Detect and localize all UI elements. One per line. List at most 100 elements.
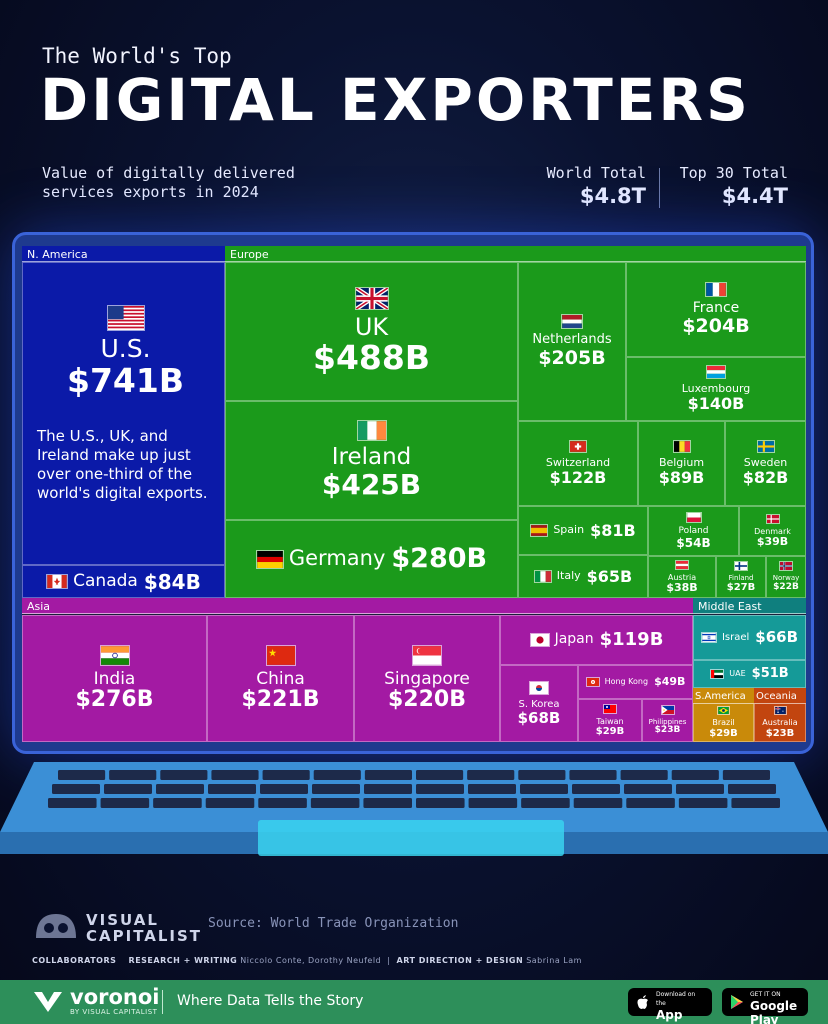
voronoi-brand: voronoi	[70, 985, 160, 1009]
keyboard-key	[671, 770, 719, 780]
keyboard-key	[160, 770, 208, 780]
keyboard-key	[722, 770, 770, 780]
cell-brazil: Brazil $29B	[693, 703, 754, 742]
cell-label: Norway	[772, 574, 800, 583]
cell-switzerland: Switzerland $122B	[518, 421, 638, 506]
keyboard-key	[626, 798, 675, 808]
cell-label: Denmark	[754, 526, 791, 536]
cell-label: Israel	[721, 632, 750, 643]
page-title: DIGITAL EXPORTERS	[40, 66, 751, 134]
research-names: Niccolo Conte, Dorothy Neufeld	[240, 956, 382, 965]
keyboard-key	[58, 770, 106, 780]
cell-value: $741B	[67, 360, 184, 400]
app-store-small: Download on the	[656, 991, 696, 1007]
cell-uk: UK $488B	[225, 262, 518, 401]
cell-label: Canada	[73, 571, 138, 592]
keyboard-key	[728, 784, 776, 794]
cell-hong-kong: Hong Kong $49B	[578, 665, 693, 699]
at-flag-icon	[675, 559, 689, 570]
cell-china: China $221B	[207, 615, 354, 742]
art-names: Sabrina Lam	[526, 956, 582, 965]
cell-value: $23B	[765, 727, 795, 739]
app-store-button[interactable]: Download on the App Store	[628, 988, 712, 1024]
cell-value: $68B	[517, 708, 561, 727]
cell-label: Sweden	[743, 456, 788, 470]
cell-ireland: Ireland $425B	[225, 401, 518, 520]
cell-value: $84B	[143, 569, 201, 594]
keyboard-key	[620, 770, 668, 780]
br-flag-icon	[717, 706, 730, 716]
cell-denmark: Denmark $39B	[739, 506, 806, 556]
cell-label: India	[93, 668, 136, 689]
cell-value: $65B	[586, 566, 633, 586]
collaborators: COLLABORATORS RESEARCH + WRITING Niccolo…	[32, 956, 582, 965]
ca-flag-icon	[46, 574, 69, 589]
cell-value: $66B	[755, 628, 799, 647]
keyboard-key	[467, 770, 515, 780]
cell-taiwan: Taiwan $29B	[578, 699, 642, 742]
keyboard-key	[258, 798, 307, 808]
apple-icon	[637, 995, 648, 1009]
vc-logo-text: VISUAL CAPITALIST	[86, 912, 202, 944]
cell-value: $82B	[742, 468, 789, 488]
laptop-keyboard	[0, 762, 828, 856]
collaborators-label: COLLABORATORS	[32, 956, 117, 965]
chart-description: Value of digitally delivered services ex…	[42, 164, 295, 201]
cell-singapore: Singapore $220B	[354, 615, 500, 742]
art-label: ART DIRECTION + DESIGN	[396, 956, 524, 965]
top30-total-value: $4.4T	[721, 184, 788, 208]
cell-label: Brazil	[712, 718, 735, 728]
keyboard-key	[310, 798, 360, 808]
cell-finland: Finland $27B	[716, 556, 766, 598]
cell-label: Luxembourg	[681, 382, 751, 396]
keyboard-key	[156, 784, 204, 794]
keyboard-key	[211, 770, 259, 780]
cell-value: $221B	[241, 687, 320, 713]
google-play-icon	[731, 995, 743, 1009]
cell-india: India $276B	[22, 615, 207, 742]
fr-flag-icon	[705, 281, 727, 297]
treemap-chart: U.S. $741B The U.S., UK, and Ireland make …	[22, 246, 806, 742]
cell-value: $81B	[590, 520, 636, 540]
cell-label: S. Korea	[518, 698, 560, 710]
cell-value: $23B	[654, 725, 681, 736]
kr-flag-icon	[529, 680, 549, 695]
cell-value: $38B	[666, 581, 698, 595]
keyboard-key	[363, 798, 412, 808]
annotation-note: The U.S., UK, and Ireland make up just o…	[37, 426, 208, 502]
cell-label: Netherlands	[532, 332, 612, 348]
region-label-europe: Europe	[225, 246, 806, 262]
cell-label: Philippines	[648, 717, 687, 726]
be-flag-icon	[672, 440, 691, 454]
keyboard-key	[521, 798, 570, 808]
de-flag-icon	[255, 549, 284, 569]
world-total: World Total $4.8T	[520, 164, 646, 208]
cell-australia: Australia $23B	[754, 703, 806, 742]
keyboard-key	[260, 784, 308, 794]
cell-value: $205B	[538, 346, 606, 369]
hk-flag-icon	[585, 677, 600, 687]
keyboard-key	[624, 784, 672, 794]
cell-label: Belgium	[658, 456, 705, 470]
keyboard-key	[416, 770, 464, 780]
cell-value: $140B	[687, 394, 745, 414]
research-label: RESEARCH + WRITING	[128, 956, 238, 965]
cell-value: $220B	[388, 687, 466, 713]
cell-value: $51B	[751, 665, 789, 681]
google-play-button[interactable]: GET IT ON Google Play	[722, 988, 808, 1024]
cell-value: $122B	[549, 468, 607, 488]
region-label-middle-east: Middle East	[693, 598, 806, 614]
world-total-value: $4.8T	[579, 184, 646, 208]
keyboard-key	[572, 784, 620, 794]
cell-belgium: Belgium $89B	[638, 421, 725, 506]
keyboard-key	[731, 798, 780, 808]
cell-norway: Norway $22B	[766, 556, 806, 598]
se-flag-icon	[756, 440, 775, 454]
cell-label: Hong Kong	[604, 676, 649, 686]
cell-value: $488B	[313, 338, 430, 378]
cell-philippines: Philippines $23B	[642, 699, 693, 742]
it-flag-icon	[533, 570, 552, 583]
cell-germany: Germany $280B	[225, 520, 518, 598]
cell-poland: Poland $54B	[648, 506, 739, 556]
